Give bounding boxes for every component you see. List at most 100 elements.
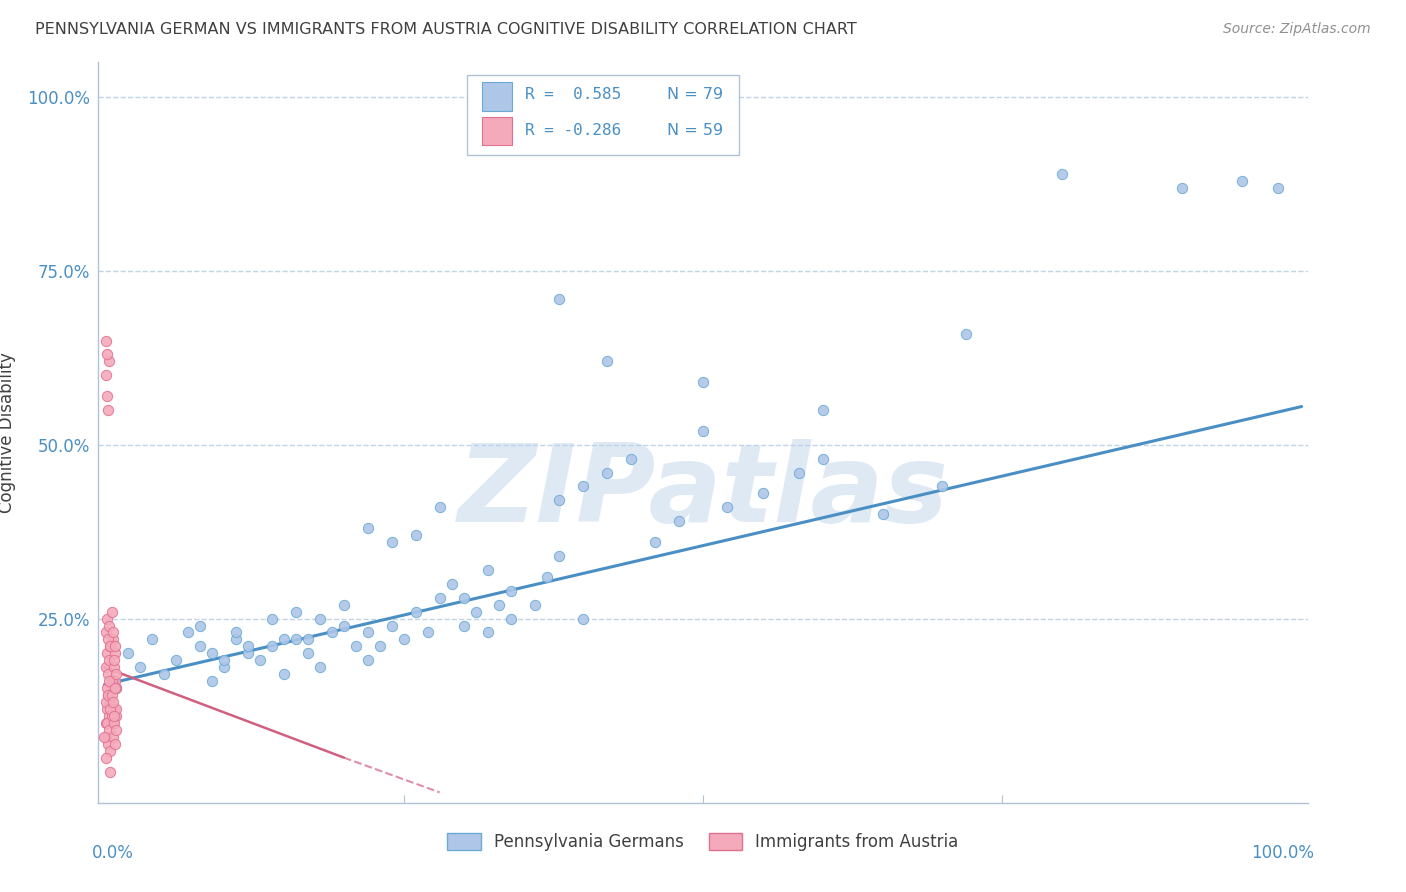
Point xyxy=(477,563,499,577)
Point xyxy=(97,688,120,702)
Point xyxy=(100,702,122,716)
Point xyxy=(153,667,176,681)
Point xyxy=(100,744,122,758)
Point xyxy=(692,375,714,389)
Text: 100.0%: 100.0% xyxy=(1250,844,1313,862)
Point xyxy=(105,702,128,716)
Point xyxy=(98,723,121,737)
Point xyxy=(955,326,977,341)
Point xyxy=(477,625,499,640)
Point xyxy=(548,493,571,508)
Point xyxy=(104,646,127,660)
Point xyxy=(596,466,619,480)
Point xyxy=(101,625,124,640)
Point xyxy=(101,632,124,647)
Point xyxy=(333,618,356,632)
Point xyxy=(101,695,124,709)
Text: N = 59: N = 59 xyxy=(666,123,723,138)
Point xyxy=(94,750,117,764)
Point xyxy=(225,632,247,647)
Point xyxy=(97,737,120,751)
Point xyxy=(596,354,619,368)
Point xyxy=(101,715,124,730)
Point xyxy=(524,598,547,612)
Point xyxy=(101,730,124,744)
Point xyxy=(103,702,125,716)
Point xyxy=(357,625,380,640)
Point xyxy=(98,674,121,689)
Point xyxy=(501,583,523,598)
Point xyxy=(752,486,775,500)
Point xyxy=(141,632,163,647)
Text: ZIPatlas: ZIPatlas xyxy=(457,439,949,545)
Point xyxy=(177,625,200,640)
Point xyxy=(488,598,510,612)
Point xyxy=(392,632,415,647)
Point xyxy=(97,688,120,702)
Point xyxy=(98,653,121,667)
Point xyxy=(105,723,128,737)
Point xyxy=(357,521,380,535)
Point xyxy=(93,730,115,744)
Point xyxy=(105,667,128,681)
Point xyxy=(572,479,595,493)
Point xyxy=(105,681,128,695)
Point xyxy=(236,640,259,654)
Point xyxy=(97,403,120,417)
Point xyxy=(94,660,117,674)
Point xyxy=(405,605,427,619)
Point xyxy=(94,334,117,348)
Point xyxy=(94,368,117,383)
Point xyxy=(273,632,295,647)
Point xyxy=(100,681,122,695)
Text: R =  0.585: R = 0.585 xyxy=(526,87,621,102)
Point xyxy=(309,611,332,625)
FancyBboxPatch shape xyxy=(467,75,740,155)
Point xyxy=(188,640,211,654)
Point xyxy=(249,653,271,667)
Point xyxy=(97,632,120,647)
Point xyxy=(96,611,118,625)
Point xyxy=(100,640,122,654)
Point xyxy=(297,646,319,660)
Point xyxy=(260,611,283,625)
Point xyxy=(536,570,558,584)
Text: R = -0.286: R = -0.286 xyxy=(526,123,621,138)
Point xyxy=(548,549,571,563)
Point xyxy=(98,618,121,632)
Point xyxy=(284,632,307,647)
Point xyxy=(453,591,475,605)
Point xyxy=(416,625,439,640)
Point xyxy=(104,737,127,751)
Point xyxy=(98,709,121,723)
Point xyxy=(811,451,834,466)
Point xyxy=(103,715,125,730)
Point xyxy=(453,618,475,632)
Point xyxy=(381,618,404,632)
Point xyxy=(236,646,259,660)
Point xyxy=(668,514,690,528)
Point xyxy=(96,347,118,361)
Point xyxy=(94,625,117,640)
Point xyxy=(98,354,121,368)
Point xyxy=(440,577,463,591)
Point xyxy=(1050,167,1073,181)
Point xyxy=(96,715,118,730)
Point xyxy=(429,591,451,605)
Point xyxy=(321,625,343,640)
Point xyxy=(97,667,120,681)
Point xyxy=(811,403,834,417)
Point xyxy=(297,632,319,647)
Text: 0.0%: 0.0% xyxy=(93,844,134,862)
Point xyxy=(273,667,295,681)
Legend: Pennsylvania Germans, Immigrants from Austria: Pennsylvania Germans, Immigrants from Au… xyxy=(440,826,966,857)
Text: PENNSYLVANIA GERMAN VS IMMIGRANTS FROM AUSTRIA COGNITIVE DISABILITY CORRELATION : PENNSYLVANIA GERMAN VS IMMIGRANTS FROM A… xyxy=(35,22,856,37)
Point xyxy=(620,451,643,466)
Point xyxy=(344,640,367,654)
Point xyxy=(94,715,117,730)
Point xyxy=(644,535,666,549)
Point xyxy=(100,674,122,689)
Point xyxy=(787,466,810,480)
Point xyxy=(333,598,356,612)
Point xyxy=(165,653,187,667)
